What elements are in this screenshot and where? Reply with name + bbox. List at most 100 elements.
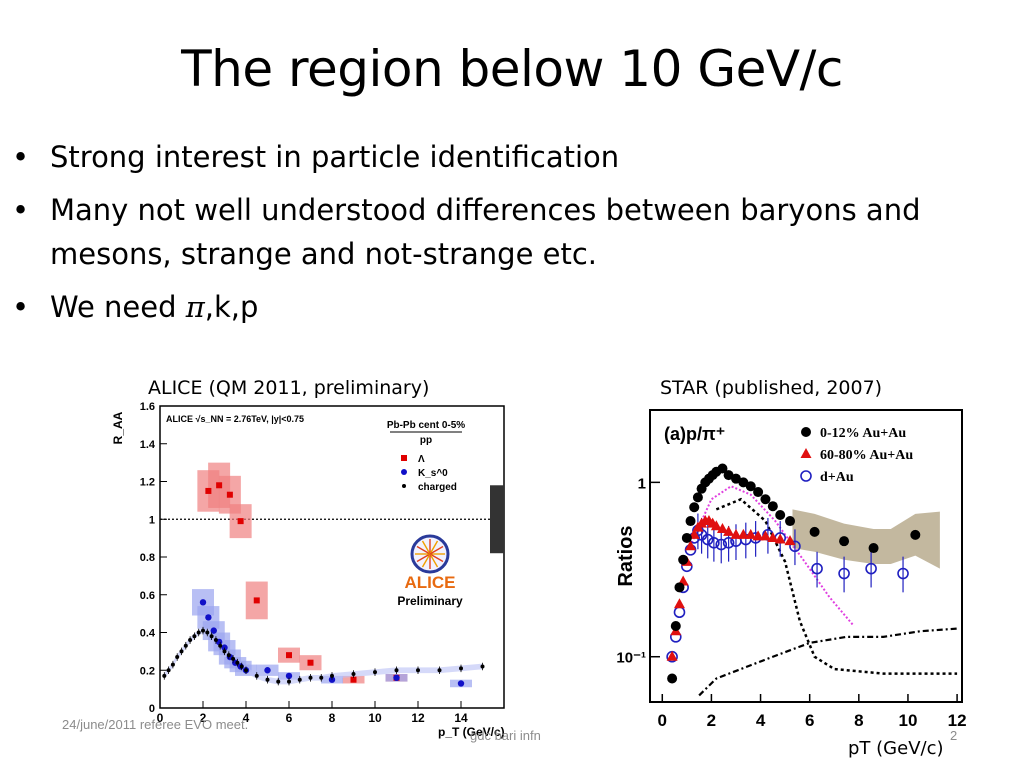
y-tick-label: 1.4 [140, 439, 156, 451]
normalization-box [490, 485, 504, 554]
alice-raa-chart: 0 0.2 0.4 0.6 0.8 1 1.2 1.4 1.6 0 2 4 6 8 10 12 14 R_AA p_… [111, 401, 505, 739]
panel-label: (a)p/π⁺ [664, 424, 725, 444]
k0s-point [264, 667, 271, 674]
dAu-point [811, 562, 823, 575]
legend-lambda-marker [401, 455, 407, 461]
charged-point [437, 668, 442, 673]
charged-point [226, 653, 231, 658]
charged-point [416, 668, 420, 673]
charged-point [209, 634, 214, 639]
peripheral-point [774, 533, 786, 544]
x-tick-label: 0 [157, 711, 164, 725]
bullet-text: Many not well understood differences bet… [50, 193, 921, 271]
bullet-dot: • [12, 193, 30, 227]
logo-ray [429, 545, 444, 555]
x-tick-label: 10 [368, 711, 382, 725]
pi-symbol: π [185, 290, 205, 324]
k0s-point [210, 627, 217, 634]
star-x-axis-label: pT (GeV/c) [848, 738, 944, 759]
peripheral-point [723, 525, 735, 536]
charged-point [179, 649, 184, 654]
legend-charged-marker [402, 484, 406, 488]
dAu-point [865, 562, 877, 575]
central-point [678, 554, 689, 565]
lambda-point [205, 487, 212, 494]
logo-ray [416, 553, 431, 563]
x-tick-label: 2 [200, 711, 207, 725]
charged-point [287, 679, 291, 684]
peripheral-point [784, 535, 796, 546]
central-point [681, 532, 692, 543]
y-tick-label: 0.2 [140, 665, 155, 677]
page-number: 2 [950, 728, 958, 743]
logo-ray [429, 540, 439, 555]
lambda-point [307, 659, 314, 666]
central-point [809, 526, 820, 537]
x-tick-label: 12 [411, 711, 425, 725]
ppbar-curve [698, 627, 958, 697]
central-point [730, 473, 741, 484]
lambda-point [237, 518, 244, 525]
central-point [689, 502, 700, 513]
central-point [738, 477, 749, 488]
central-point [910, 529, 921, 540]
central-point [685, 516, 696, 527]
central-point [868, 543, 879, 554]
charged-point [330, 673, 334, 678]
lambda-point [226, 491, 233, 498]
peripheral-point [716, 523, 728, 534]
charged-point [213, 638, 218, 643]
bullet-dot: • [12, 140, 30, 174]
y-tick-label: 0 [149, 703, 155, 715]
legend-lambda-label: Λ [418, 454, 425, 465]
k0s-point [199, 599, 207, 606]
x-tick-label: 12 [948, 711, 966, 730]
y-tick-label: 10⁻¹ [616, 650, 646, 667]
k0s-point [393, 674, 400, 681]
legend-peripheral-marker [800, 448, 812, 458]
charged-point [265, 677, 270, 682]
peripheral-point [737, 528, 749, 539]
x-tick-label: 14 [454, 711, 468, 725]
bullet-dot: • [12, 290, 30, 324]
y-tick-label: 1 [149, 514, 155, 526]
charged-point [201, 628, 205, 633]
star-ratio-chart: 0 2 4 6 8 10 12 10⁻¹ 1 Ratios (a)p/π⁺ 0-12% Au+Au 60… [615, 409, 966, 730]
peripheral-point [730, 528, 742, 539]
charged-point [183, 643, 188, 648]
peripheral-point [759, 530, 771, 541]
x-tick-label: 2 [707, 711, 716, 730]
peripheral-point [710, 520, 722, 531]
bullet-item: • Many not well understood differences b… [12, 188, 1012, 276]
bullet-item: • We need π,k,p [12, 285, 1012, 329]
y-tick-label: 0.8 [140, 552, 155, 564]
logo-ray [416, 545, 431, 555]
x-tick-label: 8 [329, 711, 336, 725]
charged-point [222, 649, 227, 654]
peripheral-point [745, 528, 757, 539]
central-point [717, 463, 728, 474]
logo-ray [429, 553, 439, 568]
dAu-point [701, 533, 714, 546]
legend-central-marker [801, 427, 811, 437]
charged-point [192, 634, 197, 639]
charged-point [373, 670, 377, 675]
x-tick-label: 8 [854, 711, 863, 730]
legend-central-label: 0-12% Au+Au [820, 426, 906, 441]
charged-point [254, 673, 259, 678]
peripheral-point [666, 650, 678, 661]
charged-point [162, 673, 167, 678]
charged-point [308, 675, 313, 680]
charged-point [205, 630, 210, 635]
lambda-point [253, 597, 260, 604]
central-point [745, 481, 756, 492]
charged-point [188, 638, 193, 643]
pqcd-curve [715, 497, 958, 675]
logo-ray [429, 553, 444, 563]
x-tick-label: 6 [286, 711, 293, 725]
dAu-point [715, 538, 728, 551]
logo-ray [421, 553, 431, 568]
plot-frame [159, 405, 505, 709]
charged-point [319, 675, 324, 680]
lambda-point [350, 676, 357, 683]
